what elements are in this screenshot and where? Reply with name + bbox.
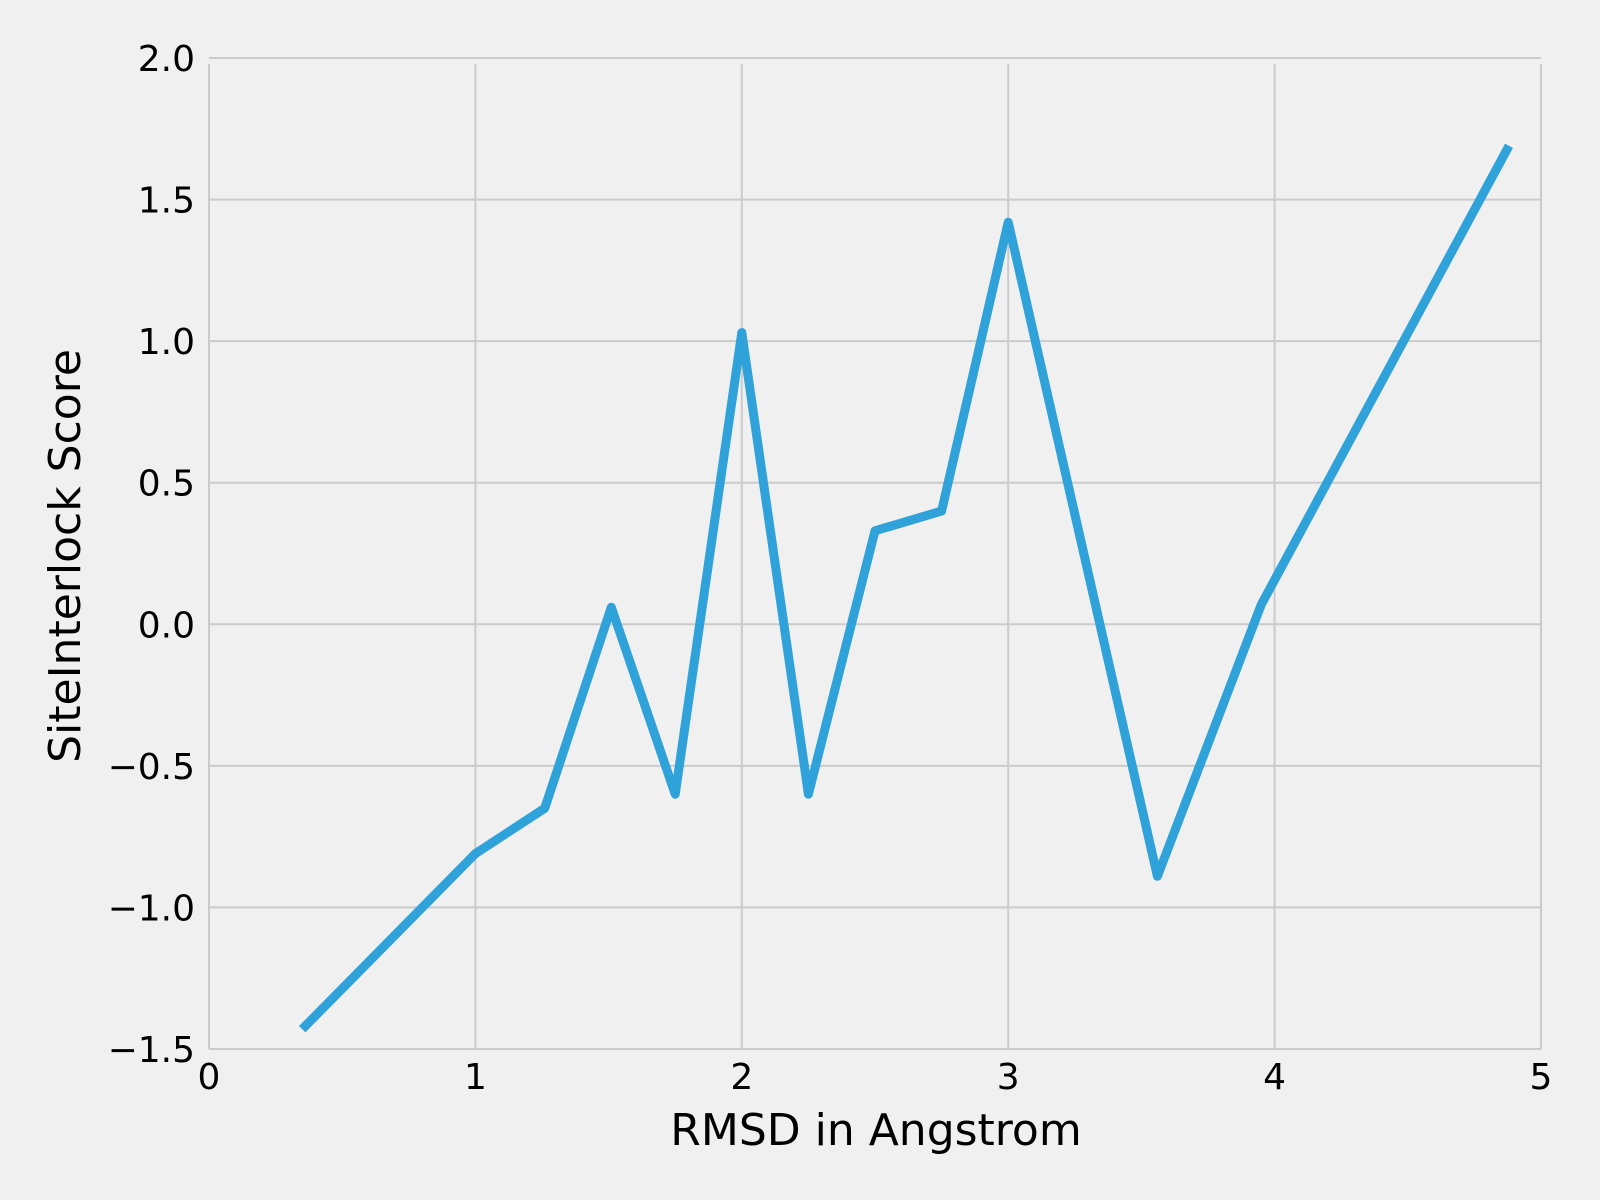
y-tick-label: 2.0 — [138, 39, 195, 80]
y-tick-label: −0.5 — [108, 747, 195, 788]
y-axis-label: SiteInterlock Score — [40, 349, 91, 763]
y-tick-label: 0.5 — [138, 464, 195, 505]
x-tick-label: 2 — [730, 1057, 753, 1098]
grid — [208, 57, 1542, 1050]
x-tick-label: 1 — [464, 1057, 487, 1098]
series-group — [298, 143, 1513, 1033]
x-axis-ticks: 0 1 2 3 4 5 — [198, 1057, 1553, 1098]
x-tick-label: 3 — [997, 1057, 1020, 1098]
x-axis-label: RMSD in Angstrom — [670, 1105, 1081, 1156]
x-tick-label: 5 — [1530, 1057, 1553, 1098]
y-tick-label: −1.5 — [108, 1030, 195, 1071]
y-tick-label: −1.0 — [108, 888, 195, 929]
x-tick-label: 0 — [198, 1057, 221, 1098]
y-tick-label: 0.0 — [138, 605, 195, 646]
series-line — [298, 143, 1513, 1033]
y-tick-label: 1.0 — [138, 322, 195, 363]
y-tick-label: 1.5 — [138, 181, 195, 222]
x-tick-label: 4 — [1263, 1057, 1286, 1098]
y-axis-ticks: −1.5 −1.0 −0.5 0.0 0.5 1.0 1.5 2.0 — [108, 39, 195, 1071]
